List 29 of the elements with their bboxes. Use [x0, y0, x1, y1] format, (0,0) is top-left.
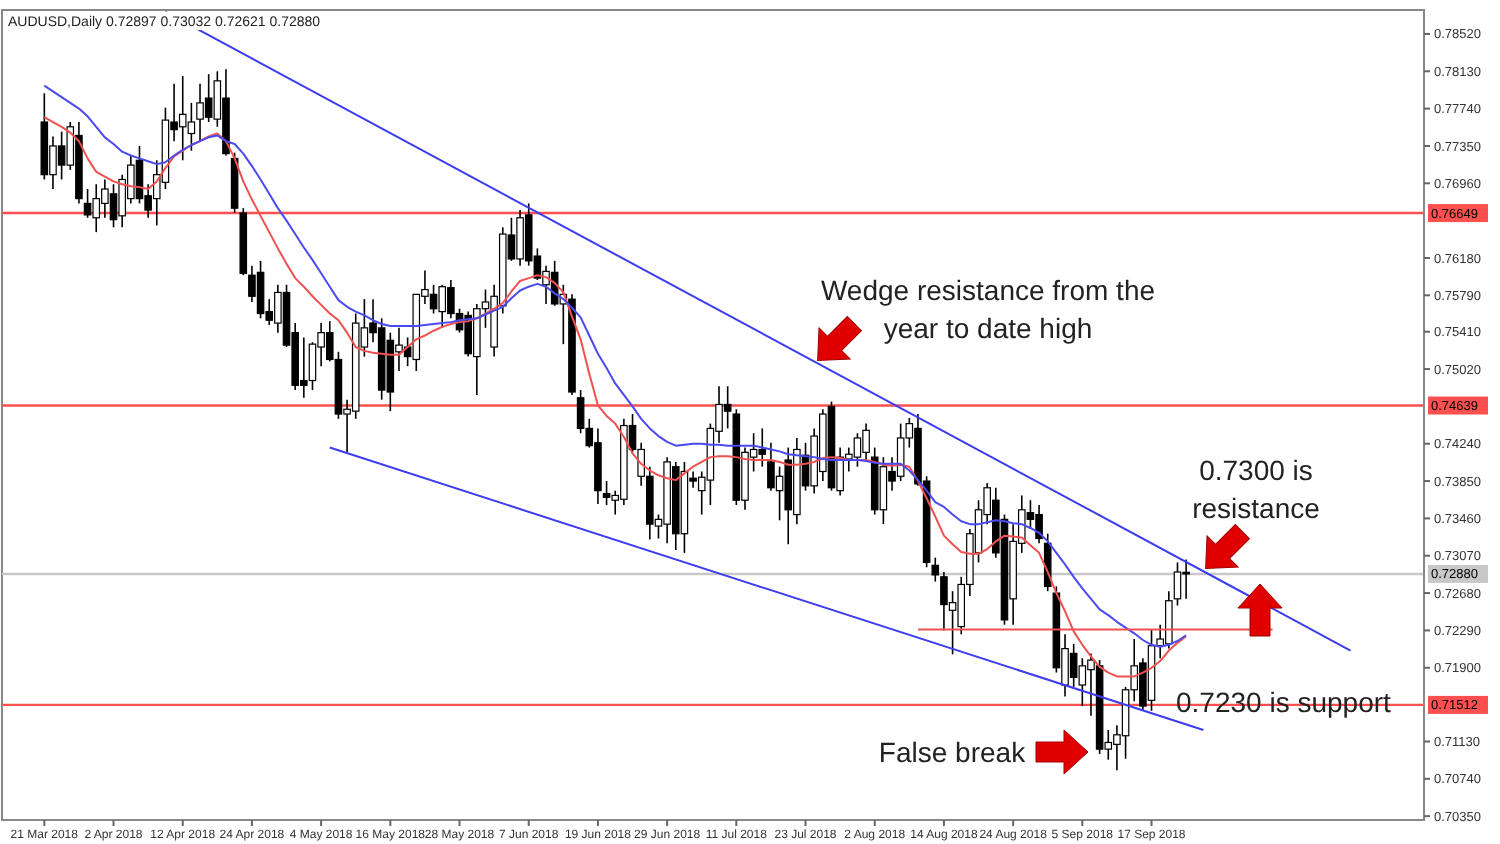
candlestick — [83, 188, 92, 219]
candlestick — [853, 432, 862, 468]
candlestick — [940, 571, 948, 632]
candlestick — [109, 183, 118, 229]
candlestick — [187, 102, 196, 152]
annotation: False break — [878, 736, 1028, 768]
candlestick — [723, 385, 732, 430]
candlestick — [1069, 643, 1078, 688]
candlestick — [256, 260, 265, 320]
candlestick — [1078, 657, 1087, 707]
annotation: 0.7300 is resistance — [1192, 454, 1321, 524]
candlestick — [758, 427, 767, 468]
annotation: Wedge resistance from the year to date high — [820, 274, 1156, 344]
candlestick — [767, 441, 775, 492]
candlestick — [438, 283, 447, 329]
candlestick — [429, 283, 438, 315]
candlestick — [879, 456, 888, 525]
candlestick — [57, 130, 66, 181]
candlestick — [204, 73, 213, 123]
candlestick — [1035, 504, 1043, 545]
candlestick — [862, 422, 870, 463]
candlestick — [1182, 558, 1190, 600]
candlestick — [775, 465, 784, 522]
candlestick — [92, 183, 101, 233]
candlestick — [178, 75, 187, 162]
candlestick — [931, 556, 940, 583]
candlestick — [602, 480, 611, 506]
candlestick — [896, 422, 905, 482]
candlestick — [1173, 561, 1182, 607]
